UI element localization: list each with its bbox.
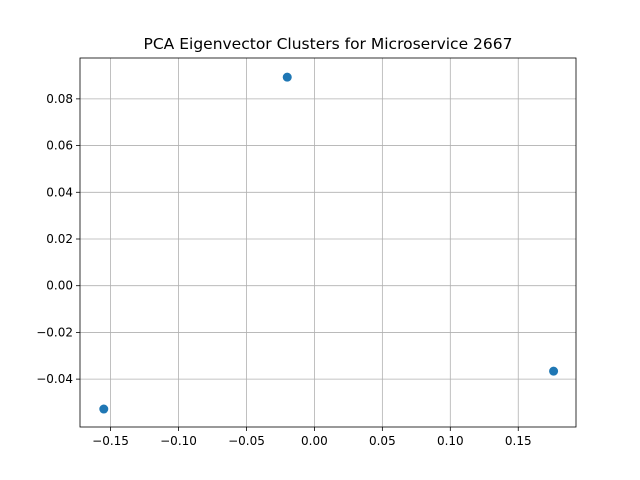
plot-area-frame: [79, 57, 577, 428]
scatter-point: [99, 404, 109, 414]
x-tick-label: 0.15: [505, 434, 532, 448]
y-tick-label: −0.02: [36, 325, 73, 339]
data-points: [99, 72, 559, 414]
y-tick-label: 0.00: [46, 279, 73, 293]
x-tick-label: 0.10: [437, 434, 464, 448]
x-tick-label: −0.05: [228, 434, 265, 448]
y-tick-label: 0.04: [46, 185, 73, 199]
y-tick-label: 0.08: [46, 92, 73, 106]
y-tick-label: 0.06: [46, 139, 73, 153]
grid: [80, 58, 576, 427]
x-tick-label: −0.10: [160, 434, 197, 448]
axis-ticks: −0.15 −0.10 −0.05 0.00 0.05 0.10 0.15 −0.04 −0.0…: [36, 92, 531, 448]
x-tick-label: 0.05: [369, 434, 396, 448]
chart-title: PCA Eigenvector Clusters for Microservic…: [144, 35, 513, 53]
scatter-point: [282, 72, 292, 82]
y-tick-label: 0.02: [46, 232, 73, 246]
x-tick-label: −0.15: [92, 434, 129, 448]
scatter-point: [549, 366, 559, 376]
x-tick-label: 0.00: [301, 434, 328, 448]
y-tick-label: −0.04: [36, 372, 73, 386]
